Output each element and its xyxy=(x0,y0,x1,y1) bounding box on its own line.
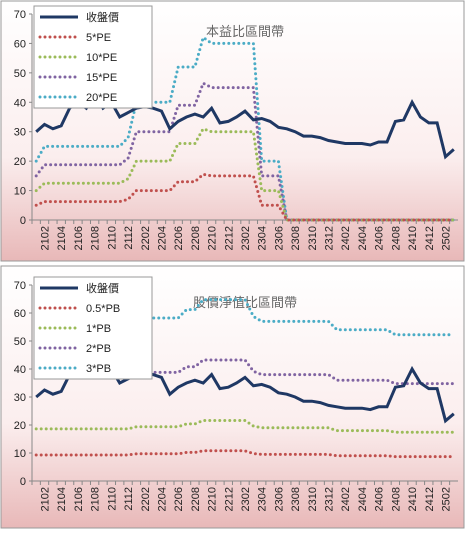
y-tick-label: 10 xyxy=(14,186,26,198)
series-line xyxy=(34,419,456,434)
y-tick-label: 30 xyxy=(14,392,26,404)
y-tick-label: 0 xyxy=(20,215,26,227)
y-tick-label: 60 xyxy=(14,38,26,50)
legend-label: 收盤價 xyxy=(86,10,119,24)
legend-label: 20*PE xyxy=(86,92,117,104)
x-tick-label: 2104 xyxy=(56,487,68,511)
x-tick-label: 2308 xyxy=(290,226,302,250)
y-tick-label: 70 xyxy=(14,9,26,21)
x-tick-label: 2104 xyxy=(56,226,68,250)
x-tick-label: 2108 xyxy=(90,487,102,511)
chart-title: 股價淨值比區間帶 xyxy=(193,295,297,310)
y-tick-label: 30 xyxy=(14,127,26,139)
x-tick-label: 2404 xyxy=(357,487,369,511)
x-tick-label: 2102 xyxy=(40,226,52,250)
x-tick-label: 2102 xyxy=(40,487,52,511)
x-tick-label: 2310 xyxy=(307,487,319,511)
x-tick-label: 2410 xyxy=(407,226,419,250)
x-tick-label: 2204 xyxy=(156,487,168,511)
x-tick-label: 2112 xyxy=(123,487,135,511)
legend-label: 2*PB xyxy=(86,343,111,355)
x-tick-label: 2406 xyxy=(374,487,386,511)
x-tick-label: 2312 xyxy=(324,226,336,250)
x-tick-label: 2108 xyxy=(90,226,102,250)
x-tick-label: 2408 xyxy=(390,487,402,511)
x-tick-label: 2502 xyxy=(440,226,452,250)
x-tick-label: 2204 xyxy=(156,226,168,250)
chart-title: 本益比區間帶 xyxy=(206,24,284,39)
x-tick-label: 2212 xyxy=(223,487,235,511)
x-tick-label: 2306 xyxy=(273,487,285,511)
legend-label: 3*PB xyxy=(86,363,111,375)
x-tick-label: 2410 xyxy=(407,487,419,511)
series-line xyxy=(34,172,456,222)
x-tick-label: 2306 xyxy=(273,226,285,250)
x-tick-label: 2412 xyxy=(424,487,436,511)
x-tick-label: 2210 xyxy=(207,226,219,250)
series-line xyxy=(34,449,456,459)
y-tick-label: 60 xyxy=(14,308,26,320)
y-tick-label: 10 xyxy=(14,448,26,460)
x-tick-label: 2212 xyxy=(223,226,235,250)
x-tick-label: 2302 xyxy=(240,487,252,511)
y-tick-label: 70 xyxy=(14,280,26,292)
x-tick-label: 2202 xyxy=(140,487,152,511)
y-tick-label: 40 xyxy=(14,364,26,376)
x-tick-label: 2406 xyxy=(374,226,386,250)
y-tick-label: 20 xyxy=(14,420,26,432)
series-line xyxy=(34,81,456,222)
x-tick-label: 2304 xyxy=(257,487,269,511)
x-tick-label: 2110 xyxy=(106,226,118,250)
y-tick-label: 20 xyxy=(14,156,26,168)
x-tick-label: 2310 xyxy=(307,226,319,250)
x-tick-label: 2312 xyxy=(324,487,336,511)
x-tick-label: 2412 xyxy=(424,226,436,250)
x-tick-label: 2202 xyxy=(140,226,152,250)
series-line xyxy=(34,126,456,222)
x-tick-label: 2402 xyxy=(340,487,352,511)
x-tick-label: 2106 xyxy=(73,226,85,250)
y-tick-label: 40 xyxy=(14,97,26,109)
legend-label: 收盤價 xyxy=(86,281,119,295)
x-tick-label: 2208 xyxy=(190,487,202,511)
x-tick-label: 2112 xyxy=(123,226,135,250)
x-tick-label: 2206 xyxy=(173,226,185,250)
x-tick-label: 2208 xyxy=(190,226,202,250)
x-tick-label: 2210 xyxy=(207,487,219,511)
x-tick-label: 2402 xyxy=(340,226,352,250)
x-tick-label: 2106 xyxy=(73,487,85,511)
legend-label: 0.5*PB xyxy=(86,303,120,315)
y-tick-label: 0 xyxy=(20,476,26,488)
y-tick-label: 50 xyxy=(14,336,26,348)
legend-label: 1*PB xyxy=(86,323,111,335)
x-tick-label: 2308 xyxy=(290,487,302,511)
legend-label: 10*PE xyxy=(86,52,117,64)
legend-label: 5*PE xyxy=(86,32,111,44)
x-tick-label: 2502 xyxy=(440,487,452,511)
x-tick-label: 2302 xyxy=(240,226,252,250)
x-tick-label: 2404 xyxy=(357,226,369,250)
legend-label: 15*PE xyxy=(86,72,117,84)
x-tick-label: 2408 xyxy=(390,226,402,250)
y-tick-label: 50 xyxy=(14,68,26,80)
x-tick-label: 2304 xyxy=(257,226,269,250)
x-tick-label: 2110 xyxy=(106,487,118,511)
x-tick-label: 2206 xyxy=(173,487,185,511)
